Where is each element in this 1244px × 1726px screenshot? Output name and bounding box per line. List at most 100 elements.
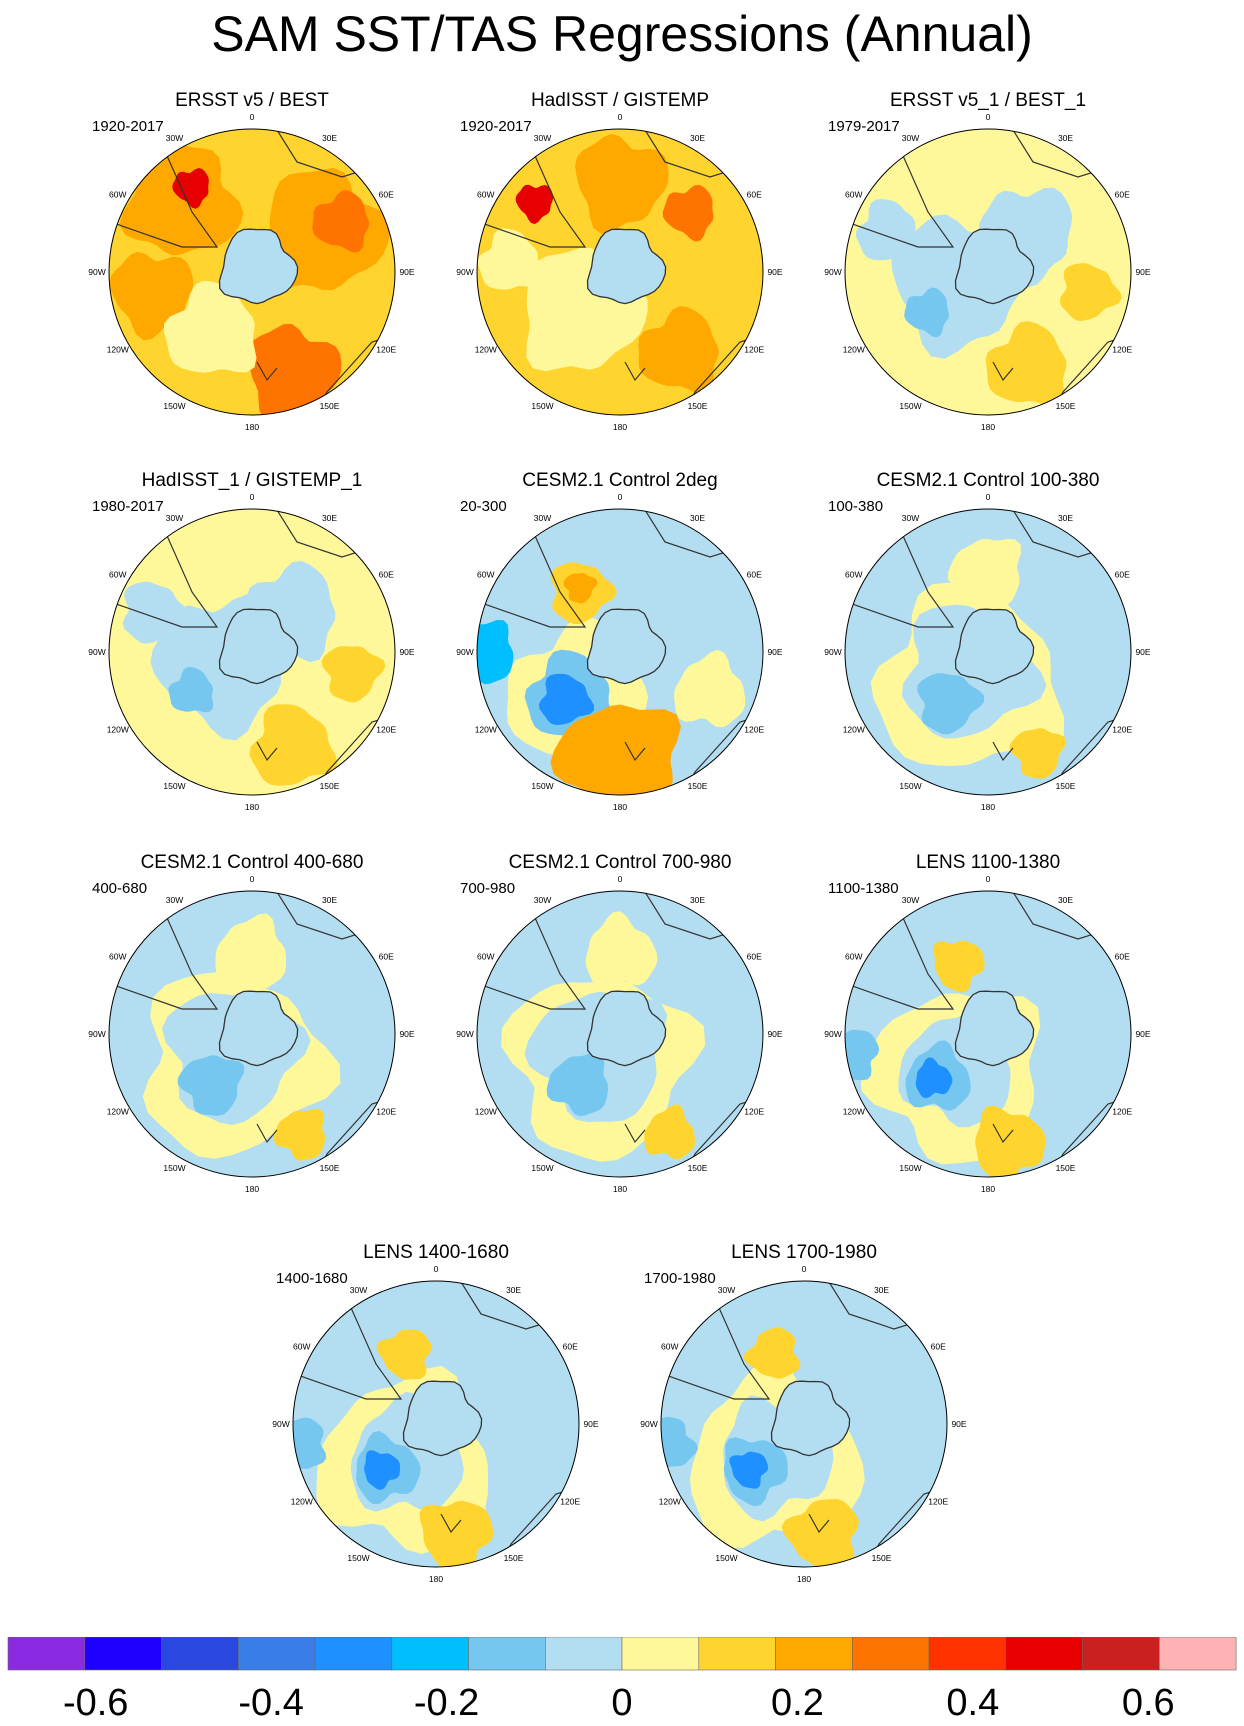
map-panel: LENS 1100-1380 1100-1380 0 30E 60E 90E 120E 150… — [818, 852, 1158, 1212]
longitude-label: 120W — [475, 725, 497, 735]
antarctica-outline — [586, 228, 667, 305]
new-zealand-outline — [992, 741, 1014, 762]
longitude-label: 90E — [951, 1419, 966, 1429]
longitude-label: 150E — [688, 781, 708, 791]
regression-contour — [985, 321, 1067, 407]
panel-period: 1979-2017 — [828, 118, 900, 135]
south-america-outline — [845, 509, 955, 628]
south-america-outline — [477, 509, 587, 628]
longitude-label: 150E — [688, 401, 708, 411]
south-america-outline — [477, 891, 587, 1010]
longitude-label: 30E — [322, 133, 337, 143]
map-panel: CESM2.1 Control 700-980 700-980 0 30E 60E 90E… — [450, 852, 790, 1212]
longitude-label: 0 — [250, 112, 255, 122]
polar-map: 0 30E 60E 90E 120E 150E 180 150W 120W 90W 60W 30W — [456, 112, 783, 432]
antarctica-outline — [954, 608, 1035, 685]
polar-map: 0 30E 60E 90E 120E 150E 180 150W 120W 90W 60W 30W — [824, 112, 1151, 432]
longitude-label: 60E — [379, 190, 394, 200]
longitude-label: 90W — [824, 1029, 841, 1039]
regression-contour — [855, 199, 921, 261]
longitude-label: 180 — [981, 1184, 995, 1194]
south-america-outline — [109, 129, 219, 248]
longitude-label: 120E — [376, 1107, 396, 1117]
longitude-label: 150W — [531, 401, 553, 411]
map-border — [108, 890, 396, 1178]
map-panel: CESM2.1 Control 400-680 400-680 0 30E 60E 90E… — [82, 852, 422, 1212]
map-panel: CESM2.1 Control 100-380 100-380 0 30E 60E 90E… — [818, 470, 1158, 830]
longitude-label: 30W — [166, 895, 183, 905]
longitude-label: 90E — [583, 1419, 598, 1429]
polar-map: 0 30E 60E 90E 120E 150E 180 150W 120W 90W 60W 30W — [88, 874, 415, 1194]
colorbar-swatch — [161, 1637, 239, 1671]
longitude-label: 120W — [843, 1107, 865, 1117]
regression-contour — [563, 572, 598, 604]
panel-period: 1980-2017 — [92, 498, 164, 515]
new-zealand-outline — [808, 1513, 830, 1534]
colorbar-swatch — [7, 1637, 86, 1671]
longitude-label: 0 — [618, 492, 623, 502]
longitude-label: 30E — [874, 1285, 889, 1295]
regression-contour — [376, 1329, 432, 1380]
colorbar-swatch — [238, 1637, 316, 1671]
panel-period: 100-380 — [828, 498, 884, 515]
longitude-label: 60E — [1115, 952, 1130, 962]
longitude-label: 30W — [718, 1285, 735, 1295]
polar-map: 0 30E 60E 90E 120E 150E 180 150W 120W 90W 60W 30W — [88, 112, 415, 432]
regression-contour — [163, 280, 257, 373]
colorbar-swatch — [468, 1637, 546, 1671]
colorbar-tick-label: 0.2 — [771, 1682, 824, 1724]
panel-title: ERSST v5 / BEST — [175, 90, 329, 111]
longitude-label: 180 — [245, 1184, 259, 1194]
longitude-label: 0 — [250, 874, 255, 884]
antarctica-outline — [402, 1380, 483, 1457]
longitude-label: 30W — [534, 513, 551, 523]
longitude-label: 60W — [845, 570, 862, 580]
longitude-label: 30W — [166, 133, 183, 143]
longitude-label: 120E — [560, 1497, 580, 1507]
longitude-label: 150E — [320, 781, 340, 791]
antarctica-outline — [770, 1380, 851, 1457]
longitude-label: 120E — [1112, 345, 1132, 355]
longitude-label: 90E — [1135, 1029, 1150, 1039]
colorbar-swatch — [314, 1637, 393, 1671]
regression-contour — [215, 913, 286, 991]
new-zealand-outline — [624, 741, 646, 762]
longitude-label: 60E — [1115, 570, 1130, 580]
longitude-label: 0 — [986, 492, 991, 502]
regression-contour — [526, 247, 648, 372]
longitude-label: 60W — [477, 952, 494, 962]
antarctica-outline — [218, 228, 299, 305]
colorbar-swatch — [1159, 1637, 1237, 1671]
longitude-label: 60E — [747, 570, 762, 580]
map-panel: LENS 1400-1680 1400-1680 0 30E 60E 90E 120E 150… — [266, 1242, 606, 1602]
longitude-label: 90E — [767, 267, 782, 277]
new-zealand-outline — [440, 1513, 462, 1534]
colorbar-swatch — [851, 1637, 930, 1671]
longitude-label: 60W — [845, 190, 862, 200]
regression-contour — [845, 1029, 880, 1081]
new-zealand-outline — [992, 361, 1014, 382]
longitude-label: 180 — [245, 802, 259, 812]
longitude-label: 0 — [986, 874, 991, 884]
colorbar — [7, 1637, 1237, 1671]
longitude-label: 60E — [1115, 190, 1130, 200]
longitude-label: 90W — [456, 1029, 473, 1039]
longitude-label: 150E — [320, 401, 340, 411]
regression-contour — [743, 1327, 801, 1379]
longitude-label: 60E — [747, 190, 762, 200]
longitude-label: 150W — [163, 781, 185, 791]
longitude-label: 180 — [613, 802, 627, 812]
antarctica-outline — [218, 990, 299, 1067]
colorbar-swatch — [775, 1637, 853, 1671]
longitude-label: 30W — [902, 513, 919, 523]
longitude-label: 180 — [981, 422, 995, 432]
panel-title: ERSST v5_1 / BEST_1 — [889, 90, 1087, 111]
polar-map: 0 30E 60E 90E 120E 150E 180 150W 120W 90W 60W 30W — [456, 874, 783, 1194]
regression-contour — [515, 184, 554, 224]
longitude-label: 60E — [379, 952, 394, 962]
longitude-label: 150W — [347, 1553, 369, 1563]
panel-title: LENS 1100-1380 — [915, 852, 1061, 873]
longitude-label: 30W — [350, 1285, 367, 1295]
longitude-label: 30E — [1058, 513, 1073, 523]
longitude-label: 30W — [166, 513, 183, 523]
